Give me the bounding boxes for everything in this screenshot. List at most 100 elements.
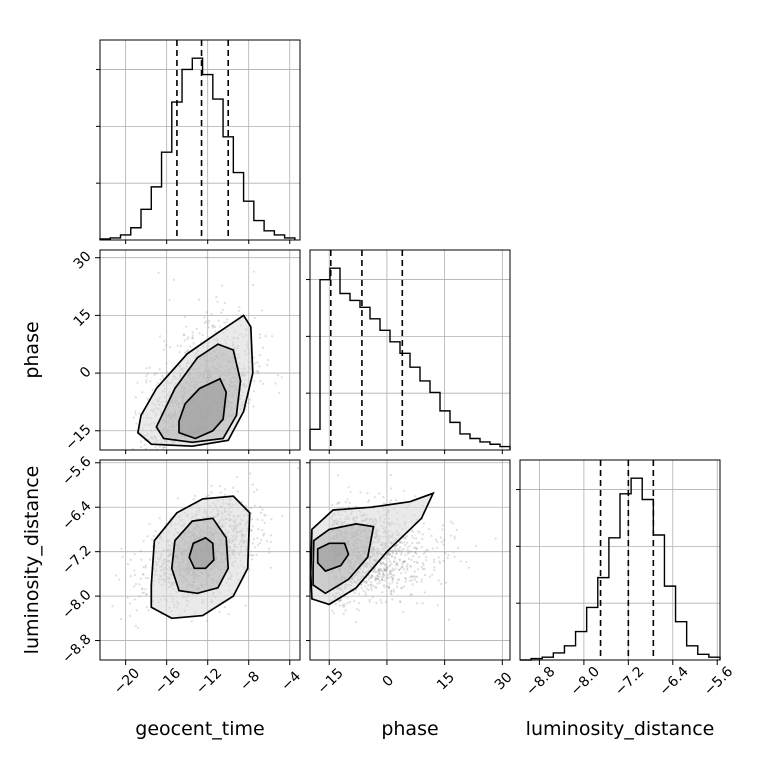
sample-point [191,336,194,340]
sample-point [378,579,381,582]
sample-point [261,382,264,385]
sample-point [187,336,190,339]
sample-point [377,571,381,574]
sample-point [404,537,407,540]
sample-point [404,536,407,539]
sample-point [278,391,281,395]
sample-point [389,572,393,575]
sample-point [367,584,370,587]
sample-point [134,624,138,627]
sample-point [407,557,411,561]
sample-point [212,326,215,329]
sample-point [393,560,396,563]
sample-point [378,568,381,571]
sample-point [389,575,393,578]
sample-point [197,298,201,301]
y-tick-label: 30 [71,248,95,272]
sample-point [142,573,145,576]
sample-point [402,610,405,614]
panel-frame [309,459,511,661]
sample-point [367,578,370,582]
sample-point [364,593,368,597]
x-axis-label-luminosity_distance: luminosity_distance [526,718,715,740]
sample-point [248,398,252,401]
sample-point [377,575,380,579]
y-tick-label: −8.0 [59,587,94,622]
panel-frame [99,459,301,661]
sample-point [382,572,385,575]
sample-point [396,579,400,582]
sample-point [252,390,255,393]
sample-point [344,500,347,504]
sample-point [224,488,227,491]
sample-point [387,557,391,560]
sample-point [421,567,425,570]
sample-point [205,256,208,259]
sample-point [404,543,407,547]
sample-point [394,567,397,570]
sample-point [378,581,381,585]
sample-point [406,535,409,538]
sample-point [377,568,380,571]
sample-point [365,581,368,584]
sample-point [416,562,419,565]
sample-point [399,540,402,544]
sample-point [133,598,136,601]
sample-point [158,368,161,371]
sample-point [124,455,126,457]
sample-point [257,370,260,373]
sample-point [406,541,409,544]
sample-point [256,544,260,547]
sample-point [263,521,266,524]
sample-point [391,581,394,584]
sample-point [355,621,358,624]
sample-point [259,380,262,383]
sample-point [157,271,160,274]
sample-point [453,555,456,558]
sample-point [194,494,197,497]
sample-point [342,603,345,606]
y-tick-label: −8.8 [59,631,94,666]
sample-point [379,567,382,571]
sample-point [396,543,399,547]
sample-point [396,564,399,567]
x-tick-label: 15 [434,669,458,693]
sample-point [140,558,143,561]
sample-point [144,576,147,580]
x-tick-label: 0 [380,673,398,691]
sample-point [392,590,395,593]
sample-point [415,602,419,605]
sample-point [394,557,397,560]
sample-point [346,602,349,605]
sample-point [261,528,264,532]
sample-point [337,474,340,477]
sample-point [440,582,443,586]
sample-point [217,319,220,322]
sample-point [256,518,259,521]
sample-point [408,549,411,553]
x-tick-label: −8.8 [523,664,558,699]
sample-point [383,567,386,570]
sample-point [186,337,189,340]
sample-point [198,332,201,335]
sample-point [145,381,148,384]
sample-point [263,532,266,536]
sample-point [400,541,404,545]
sample-point [265,539,269,543]
sample-point [375,601,378,604]
sample-point [402,560,405,563]
sample-point [267,547,271,550]
sample-point [370,586,373,589]
sample-point [267,358,270,362]
sample-point [249,472,252,475]
sample-point [449,534,452,537]
sample-point [255,553,258,556]
sample-point [131,447,135,450]
histogram-luminosity_distance [520,477,721,661]
sample-point [383,585,386,589]
sample-point [334,602,338,606]
sample-point [390,593,393,596]
sample-point [402,489,405,492]
sample-point [423,591,426,594]
sample-point [392,588,396,591]
